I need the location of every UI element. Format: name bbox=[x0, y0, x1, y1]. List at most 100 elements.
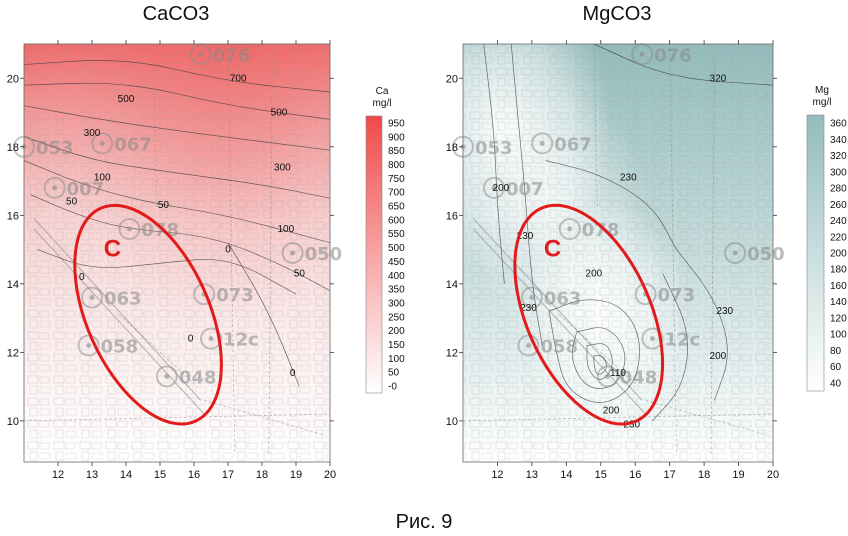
y-tick-label: 14 bbox=[446, 279, 458, 291]
colorbar-tick-label: 200 bbox=[830, 249, 847, 260]
x-tick-label: 20 bbox=[324, 469, 336, 481]
contour-line bbox=[23, 82, 331, 120]
y-tick-label: 12 bbox=[7, 347, 19, 359]
colorbar-tick-label: 950 bbox=[388, 118, 405, 129]
well-label: 073 bbox=[216, 285, 254, 306]
well-label: 058 bbox=[540, 337, 578, 358]
contour-label: 200 bbox=[603, 406, 620, 417]
colorbar-tick-label: 180 bbox=[830, 265, 847, 276]
zone-label: C bbox=[104, 235, 121, 262]
x-tick-label: 16 bbox=[629, 469, 641, 481]
contour-label: 230 bbox=[520, 303, 537, 314]
x-tick-label: 17 bbox=[222, 469, 234, 481]
well-marker: 067 bbox=[91, 132, 152, 155]
colorbar-tick-label: 120 bbox=[830, 313, 847, 324]
colorbar-tick-label: 550 bbox=[388, 229, 405, 240]
colorbar-tick-label: 500 bbox=[388, 243, 405, 254]
caco3-roads bbox=[23, 43, 331, 456]
colorbar-unit-measure: mg/l bbox=[813, 97, 832, 108]
y-tick-label: 16 bbox=[446, 210, 458, 222]
x-tick-label: 20 bbox=[767, 469, 779, 481]
x-tick-label: 12 bbox=[52, 469, 64, 481]
x-tick-label: 14 bbox=[560, 469, 572, 481]
contour-line bbox=[676, 249, 728, 401]
well-label: 063 bbox=[544, 289, 582, 310]
x-tick-label: 19 bbox=[290, 469, 302, 481]
x-tick-label: 15 bbox=[154, 469, 166, 481]
well-label: 078 bbox=[141, 220, 179, 241]
y-tick-label: 20 bbox=[446, 73, 458, 85]
y-tick-label: 18 bbox=[7, 142, 19, 154]
well-marker: 073 bbox=[193, 283, 254, 306]
well-marker: 067 bbox=[531, 132, 592, 155]
contour-label: 700 bbox=[230, 73, 247, 84]
contour-line bbox=[23, 60, 331, 93]
colorbar-tick-label: 140 bbox=[830, 297, 847, 308]
contour-label: 100 bbox=[94, 173, 111, 184]
contour-line bbox=[37, 249, 297, 295]
colorbar-tick-label: 300 bbox=[830, 167, 847, 178]
x-tick-label: 12 bbox=[491, 469, 503, 481]
colorbar-tick-label: 100 bbox=[388, 354, 405, 365]
basemap-road bbox=[462, 413, 774, 422]
well-marker: 007 bbox=[43, 176, 104, 200]
y-tick-label: 18 bbox=[446, 142, 458, 154]
colorbar-tick-label: 450 bbox=[388, 257, 405, 268]
well-marker: 12с bbox=[641, 327, 700, 351]
basemap-road bbox=[559, 314, 639, 387]
colorbar-unit-species: Mg bbox=[815, 85, 829, 96]
contour-label: 110 bbox=[610, 368, 626, 379]
colorbar-tick-label: 600 bbox=[388, 215, 405, 226]
colorbar-tick-label: 400 bbox=[388, 271, 405, 282]
colorbar-tick-label: 800 bbox=[388, 160, 405, 171]
x-tick-label: 14 bbox=[120, 469, 132, 481]
caco3-zone: C bbox=[73, 203, 223, 426]
colorbar-tick-label: 750 bbox=[388, 174, 405, 185]
contour-label: 50 bbox=[158, 200, 170, 211]
colorbar-tick-label: 360 bbox=[830, 119, 847, 130]
colorbar-tick-label: 240 bbox=[830, 216, 847, 227]
contour-line bbox=[483, 43, 505, 284]
colorbar-tick-label: 100 bbox=[830, 330, 847, 341]
contour-label: 200 bbox=[493, 183, 510, 194]
colorbar-tick-label: 650 bbox=[388, 202, 405, 213]
colorbar-tick-label: 900 bbox=[388, 132, 405, 143]
well-marker: 007 bbox=[483, 176, 544, 200]
contour-line bbox=[227, 242, 300, 387]
contour-label: 500 bbox=[118, 94, 135, 105]
colorbar-tick-label: 50 bbox=[388, 368, 400, 379]
x-tick-label: 17 bbox=[664, 469, 676, 481]
well-label: 076 bbox=[213, 45, 251, 66]
well-label: 12с bbox=[223, 330, 259, 351]
basemap-road bbox=[152, 43, 157, 209]
colorbar-tick-label: 850 bbox=[388, 146, 405, 157]
mgco3-zone: C bbox=[513, 203, 665, 426]
contour-label: 50 bbox=[66, 197, 78, 208]
x-tick-label: 13 bbox=[526, 469, 538, 481]
mgco3-title: MgCO3 bbox=[583, 3, 652, 25]
well-label: 053 bbox=[475, 138, 513, 159]
contour-label: 200 bbox=[586, 269, 603, 280]
well-label: 063 bbox=[104, 289, 142, 310]
well-marker: 053 bbox=[13, 135, 74, 159]
contour-line bbox=[510, 43, 543, 346]
caco3-contours bbox=[23, 60, 331, 387]
contour-line bbox=[23, 160, 331, 244]
caco3-plot-frame bbox=[23, 43, 331, 463]
well-marker: 048 bbox=[596, 365, 657, 388]
basemap-road bbox=[268, 61, 273, 456]
x-tick-label: 19 bbox=[732, 469, 744, 481]
colorbar-tick-label: 160 bbox=[830, 281, 847, 292]
well-label: 067 bbox=[554, 134, 592, 155]
figure-caption: Рис. 9 bbox=[396, 511, 453, 533]
x-tick-label: 16 bbox=[188, 469, 200, 481]
colorbar-tick-label: 320 bbox=[830, 151, 847, 162]
contour-label: 300 bbox=[84, 128, 101, 139]
contour-line bbox=[545, 160, 677, 250]
colorbar-tick-label: 200 bbox=[388, 326, 405, 337]
contour-label: 0 bbox=[290, 368, 296, 379]
colorbar-tick-label: 40 bbox=[830, 378, 842, 389]
